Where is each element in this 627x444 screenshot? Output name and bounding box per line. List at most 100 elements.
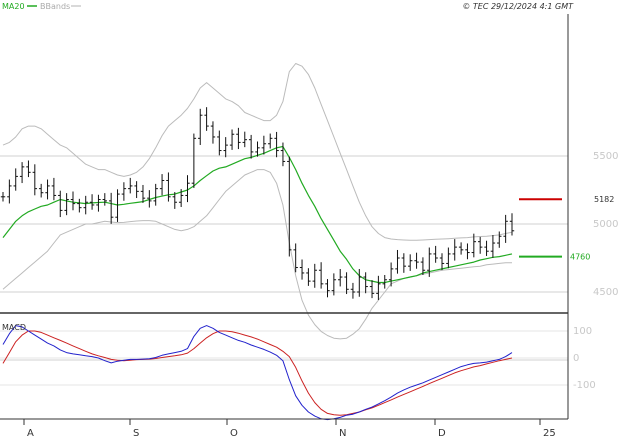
ohlc-bar xyxy=(198,108,203,145)
ohlc-bar xyxy=(395,249,400,274)
ohlc-bar xyxy=(427,247,432,277)
ohlc-bar xyxy=(121,182,127,201)
ohlc-bar xyxy=(191,133,197,188)
ohlc-bar xyxy=(439,253,445,271)
ohlc-bar xyxy=(77,198,82,213)
ohlc-bar xyxy=(299,259,305,280)
x-tick-label: 25 xyxy=(543,428,556,439)
ohlc-bar xyxy=(58,190,63,218)
ohlc-bar xyxy=(414,252,419,269)
ohlc-bar xyxy=(471,233,477,258)
price-y-tick-label: 4500 xyxy=(593,287,618,298)
ohlc-bar xyxy=(369,280,375,299)
ohlc-bar xyxy=(153,183,158,206)
legend-ma20: MA20 xyxy=(2,2,25,11)
ohlc-bar xyxy=(89,194,95,210)
ohlc-bar xyxy=(217,130,222,156)
ohlc-bar xyxy=(401,253,407,273)
ohlc-bar xyxy=(172,192,177,209)
ohlc-bar xyxy=(268,133,273,149)
ohlc-bar xyxy=(280,142,286,167)
macd-y-tick-label: 100 xyxy=(573,326,592,337)
macd-title: MACD xyxy=(2,323,26,332)
ohlc-bar xyxy=(159,174,165,196)
ohlc-bar xyxy=(0,192,6,202)
ohlc-bar xyxy=(166,172,171,202)
ohlc-bar xyxy=(32,164,38,196)
ohlc-bar xyxy=(19,162,25,184)
bollinger-upper-line xyxy=(2,63,513,241)
ohlc-bar xyxy=(255,141,260,157)
ohlc-bar xyxy=(204,107,209,131)
ohlc-bar xyxy=(293,243,298,273)
ohlc-bar xyxy=(408,254,413,271)
ohlc-bar xyxy=(490,235,496,258)
macd-y-tick-label: -100 xyxy=(573,380,596,391)
ohlc-bar xyxy=(433,245,438,263)
ohlc-bar xyxy=(26,160,31,178)
ohlc-bar xyxy=(357,269,362,297)
ohlc-bar xyxy=(210,121,216,144)
ohlc-bar xyxy=(503,214,508,243)
ohlc-bar xyxy=(70,191,76,211)
ohlc-bar xyxy=(13,168,18,191)
ohlc-bar xyxy=(325,279,330,298)
ohlc-bar xyxy=(452,239,457,261)
price-y-tick-label: 5000 xyxy=(593,219,618,230)
ohlc-bar xyxy=(382,275,387,289)
ohlc-bar xyxy=(261,135,267,155)
x-tick-label: D xyxy=(438,428,446,439)
price-y-tick-label: 5500 xyxy=(593,151,618,162)
ohlc-bar xyxy=(350,282,356,299)
ohlc-bar xyxy=(497,231,502,248)
bollinger-lower-line xyxy=(2,169,512,340)
x-tick-label: S xyxy=(133,428,139,439)
ohlc-bar xyxy=(312,263,317,288)
ohlc-bar xyxy=(45,179,50,200)
ohlc-bar xyxy=(287,156,292,257)
ohlc-bar xyxy=(420,257,426,275)
ohlc-bar xyxy=(236,127,241,150)
ohlc-bar xyxy=(376,275,381,301)
support-level-label: 4760 xyxy=(570,253,590,262)
ohlc-bar xyxy=(274,131,279,158)
ohlc-bar xyxy=(185,175,190,203)
ohlc-bar xyxy=(338,269,343,287)
ohlc-bar xyxy=(388,262,394,287)
ohlc-bar xyxy=(509,213,515,236)
macd-signal-line xyxy=(2,330,513,416)
ohlc-bar xyxy=(64,193,69,216)
x-tick-label: A xyxy=(27,428,34,439)
ohlc-bar xyxy=(465,243,470,260)
ohlc-bar xyxy=(306,268,311,286)
resistance-level-label: 5182 xyxy=(594,195,614,204)
ohlc-bar xyxy=(134,181,139,199)
ohlc-bar xyxy=(363,272,368,294)
ohlc-bar xyxy=(178,189,184,207)
ohlc-bar xyxy=(83,195,88,215)
ohlc-bar xyxy=(318,262,324,289)
ohlc-bar xyxy=(223,137,228,158)
ohlc-bar xyxy=(7,179,12,204)
ohlc-bar xyxy=(51,177,57,201)
ohlc-bar xyxy=(108,192,114,224)
macd-y-tick-label: 0 xyxy=(573,353,579,364)
ohlc-bar xyxy=(484,240,489,256)
x-tick-label: N xyxy=(339,428,346,439)
legend-bbands: BBands xyxy=(40,2,70,11)
ohlc-bar xyxy=(102,193,107,206)
ohlc-bar xyxy=(140,184,146,203)
ohlc-bar xyxy=(128,177,133,194)
x-tick-label: O xyxy=(230,428,238,439)
ohlc-bar xyxy=(446,247,451,269)
ohlc-bar xyxy=(96,194,101,212)
copyright-text: © TEC 29/12/2024 4:1 GMT xyxy=(462,2,574,11)
ohlc-bar xyxy=(344,272,349,295)
ohlc-bar xyxy=(477,236,483,254)
ohlc-bar xyxy=(242,131,247,148)
ohlc-bar xyxy=(331,273,337,296)
ohlc-bar xyxy=(115,189,120,222)
ohlc-bar xyxy=(229,129,235,150)
ohlc-bar xyxy=(38,183,44,198)
